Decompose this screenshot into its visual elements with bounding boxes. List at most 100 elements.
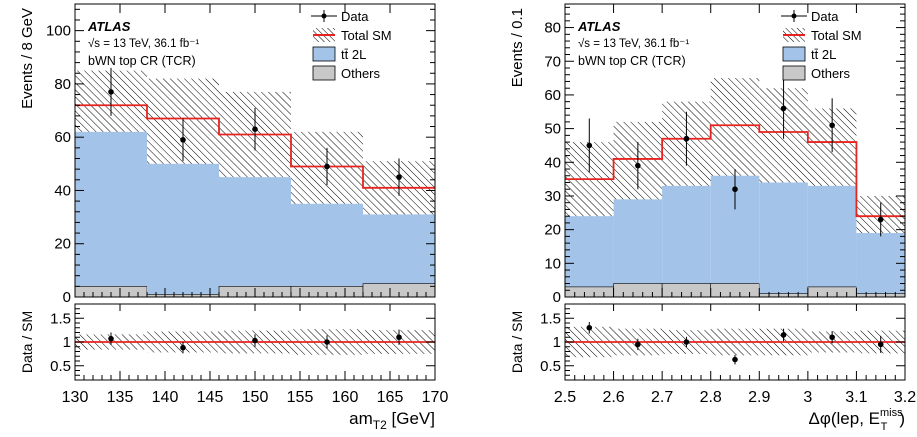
p2-ttbar-bar [807,185,857,297]
p1-x-axis-label: amT2 [GeV] [349,409,435,432]
p2-y-tick-label: 70 [544,53,561,70]
p1-y-tick-label: 80 [54,76,71,93]
p2-data-point [683,135,690,142]
p2-ratio-point [829,334,835,341]
p2-main-frame [564,3,906,298]
p1-x-tick-label: 145 [197,389,224,406]
p2-y-tick-label: 60 [544,87,561,104]
p1-data-point [108,89,114,95]
p2-data-point [732,186,738,193]
p2-legend-label-data: Data [811,9,839,24]
p1-x-tick-label: 130 [62,389,89,406]
p1-ratio-y-tick-label: 0.5 [50,358,71,375]
p2-others-bar [564,286,614,298]
p1-legend-label-data: Data [341,9,369,24]
p2-energy-label: √s = 13 TeV, 36.1 fb⁻¹ [578,37,689,50]
p2-sm-uncertainty-band [710,78,760,176]
p1-ttbar-bar [219,177,291,297]
p1-ttbar-bar [363,214,435,297]
p2-ratio-point [586,324,593,331]
p2-data-point [586,142,593,149]
p2-experiment-label: ATLAS [577,19,621,34]
p2-others-bar [710,283,760,298]
p1-ttbar-bar [291,203,363,297]
p1-experiment-label: ATLAS [87,19,131,34]
p2-x-tick-label: 3 [803,389,812,406]
p2-x-tick-label: 2.7 [651,389,673,406]
p2-ratio-y-axis-label: Data / SM [509,311,525,373]
p1-ratio-y-tick-label: 1.5 [50,310,71,327]
p2-y-tick-label: 0 [553,289,561,306]
p1-data-point [396,174,402,180]
p1-ratio-y-tick-label: 1 [63,334,71,351]
p2-ratio-y-tick-label: 1.5 [540,310,561,327]
p2-ratio-point [635,341,641,348]
p2-ratio-y-tick-label: 1 [553,334,561,351]
p1-ratio-y-axis-label: Data / SM [19,311,35,373]
p2-others-bar [661,283,712,298]
p2-ttbar-bar [565,216,614,297]
p1-x-tick-label: 150 [242,389,269,406]
p2-ttbar-bar [662,185,711,297]
p1-ratio-point [396,334,402,341]
p2-data-point [780,105,787,112]
p2-total-sm-line [565,124,905,218]
p1-ttbar-bar [147,163,219,297]
p1-y-tick-label: 100 [46,23,71,40]
p2-y-tick-label: 50 [544,121,561,138]
p1-x-tick-label: 165 [377,389,404,406]
p2-legend-label-ttbar: tt̄ 2L [811,47,836,62]
p2-others-bar [613,283,663,298]
p1-data-point [252,126,258,132]
p1-y-tick-label: 0 [63,289,71,306]
p1-legend-ttbar-box [312,46,336,62]
p2-y-tick-label: 40 [544,154,561,171]
p2-x-axis-label: Δφ(lep, Emiss T) [808,407,905,432]
p2-ttbar-bar [759,182,808,297]
p2-ratio-point [732,356,738,363]
p2-ratio-point [877,341,884,348]
p2-y-tick-label: 30 [544,188,561,205]
p2-legend-label-totalsm: Total SM [811,28,862,43]
p2-x-tick-label: 2.9 [748,389,770,406]
p1-y-axis-label: Events / 8 GeV [19,8,36,109]
p2-data-point [829,122,835,129]
p2-x-tick-label: 2.6 [602,389,624,406]
p2-legend-others-box [782,65,806,81]
p2-others-bar [856,293,906,298]
p1-x-tick-label: 155 [287,389,314,406]
p2-data-point [635,162,641,169]
p2-y-tick-label: 10 [544,255,561,272]
p2-others-bar [758,293,809,298]
p2-x-tick-label: 3.2 [894,389,916,406]
p1-ratio-point [324,339,330,345]
p1-ratio-point [108,335,114,342]
p2-region-label: bWN top CR (TCR) [578,54,686,68]
p2-y-axis-label: Events / 0.1 [509,8,526,87]
p1-y-tick-label: 40 [54,182,71,199]
p1-ttbar-bar [75,131,147,297]
p2-ttbar-bar [613,199,663,297]
p2-ratio-point [683,339,690,345]
p1-y-tick-label: 60 [54,129,71,146]
p2-others-bar [807,286,857,298]
p2-x-tick-label: 3.1 [845,389,867,406]
p1-ratio-point [252,337,258,344]
p2-ttbar-bar [856,233,905,297]
p2-data-point [877,216,884,223]
p1-x-tick-label: 170 [422,389,449,406]
p1-region-label: bWN top CR (TCR) [88,54,196,68]
p1-x-tick-label: 140 [152,389,179,406]
p2-ratio-point [780,332,787,338]
p2-x-tick-label: 2.8 [700,389,722,406]
p1-legend-label-totalsm: Total SM [341,28,392,43]
p1-x-tick-label: 135 [107,389,134,406]
p1-x-tick-label: 160 [332,389,359,406]
p2-y-tick-label: 20 [544,222,561,239]
p1-legend-label-ttbar: tt̄ 2L [341,47,366,62]
p1-legend-others-box [312,65,336,81]
p1-y-tick-label: 20 [54,236,71,253]
p2-legend-label-others: Others [811,66,851,81]
